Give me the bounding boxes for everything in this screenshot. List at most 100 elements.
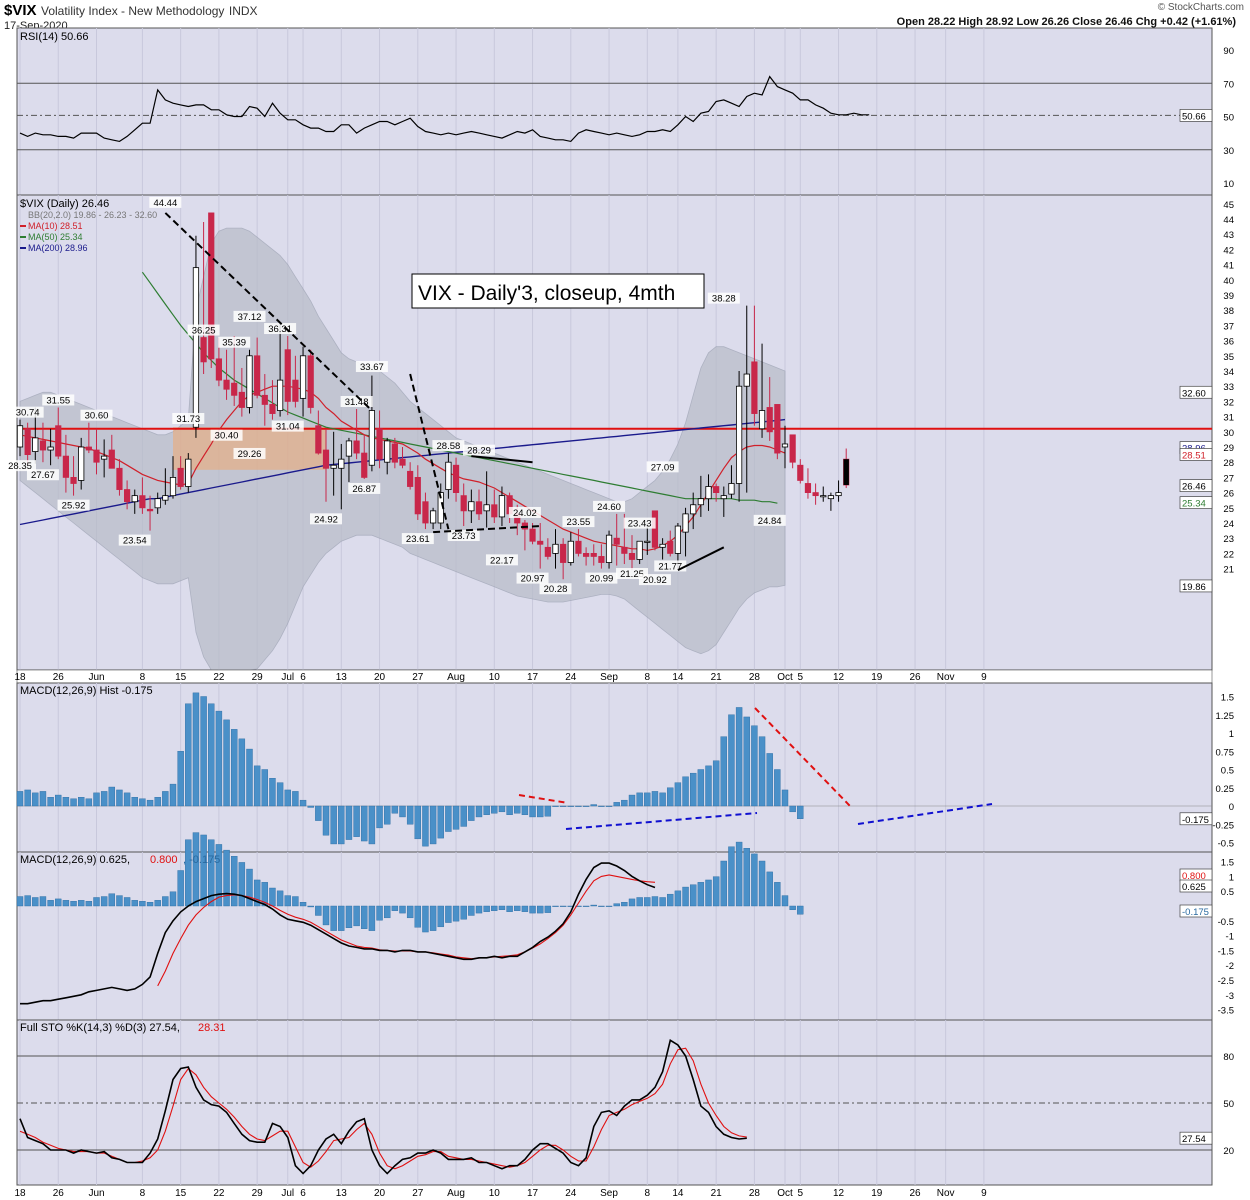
legend-ma200: MA(200) 28.96 bbox=[28, 243, 88, 253]
candle-body bbox=[177, 467, 184, 487]
macd-hist-bar bbox=[537, 805, 544, 818]
price-label-bg bbox=[707, 292, 740, 304]
candle-body bbox=[208, 212, 215, 360]
candle-body bbox=[728, 483, 735, 495]
x-axis-label-mid: 8 bbox=[140, 672, 146, 683]
candle-body bbox=[231, 382, 238, 396]
macd-small-hist-bar bbox=[575, 905, 582, 907]
x-axis-label-bottom: 26 bbox=[53, 1188, 65, 1199]
price-label-bg bbox=[218, 336, 251, 348]
symbol: $VIX bbox=[4, 2, 37, 19]
price-label-bg bbox=[340, 396, 373, 407]
macd-hist-bar bbox=[116, 789, 123, 807]
candle-body bbox=[651, 510, 659, 548]
price-label-bg bbox=[172, 413, 205, 424]
macd-hist-bar bbox=[445, 805, 452, 832]
candle-body bbox=[674, 525, 682, 554]
macd-small-hist-bar bbox=[284, 895, 291, 907]
macd-hist-value-label: -0.175 bbox=[1182, 907, 1209, 918]
x-axis-label-mid: 10 bbox=[489, 672, 501, 683]
price-label-bg bbox=[118, 534, 151, 546]
hist-trend-blue-1 bbox=[565, 812, 758, 830]
candle-body bbox=[338, 458, 345, 469]
price-label-bg bbox=[593, 500, 626, 512]
x-axis-label-bottom: 20 bbox=[374, 1188, 386, 1199]
macd-hist-tick: -0.25 bbox=[1212, 820, 1234, 831]
candle-body bbox=[537, 540, 544, 545]
candle-body bbox=[322, 449, 330, 469]
candle-body bbox=[78, 446, 85, 481]
price-label-bg bbox=[80, 409, 113, 421]
macd-hist-bar bbox=[674, 782, 682, 807]
macd-small-hist-bar bbox=[667, 893, 674, 907]
macd-hist-bar bbox=[361, 805, 368, 842]
macd-hist-bar bbox=[55, 794, 62, 807]
price-tick: 35 bbox=[1223, 352, 1234, 363]
macd-small-hist-bar bbox=[468, 905, 475, 916]
macd-small-hist-bar bbox=[200, 834, 207, 907]
macd-small-hist-bar bbox=[720, 860, 727, 907]
x-axis-label-mid: 27 bbox=[412, 672, 424, 683]
candle-body bbox=[560, 543, 567, 563]
macd-hist-bar bbox=[437, 805, 444, 839]
x-axis-label-mid: 21 bbox=[711, 672, 723, 683]
macd-hist-bar bbox=[24, 789, 31, 807]
macd-hist-bar bbox=[16, 791, 24, 807]
price-label: 38.28 bbox=[712, 294, 736, 305]
macd-hist-bar bbox=[77, 797, 85, 807]
macd-hist-bar bbox=[567, 805, 574, 807]
candle-body bbox=[644, 540, 651, 543]
stoch-title-d: 28.31 bbox=[198, 1022, 226, 1034]
candle-body bbox=[758, 410, 766, 430]
price-label-bg bbox=[623, 517, 656, 529]
macd-hist-bar bbox=[422, 805, 429, 847]
macd-value-label: 0.625 bbox=[1182, 882, 1206, 893]
macd-hist-bar bbox=[468, 805, 475, 821]
price-label-bg bbox=[753, 514, 786, 526]
rsi-tick: 10 bbox=[1223, 179, 1234, 190]
price-label-bg bbox=[463, 444, 495, 456]
trendline-top bbox=[471, 455, 533, 464]
x-axis-label-bottom: 6 bbox=[300, 1188, 306, 1199]
macd-hist-bar bbox=[429, 805, 437, 845]
price-tick: 43 bbox=[1223, 230, 1234, 241]
price-tick: 33 bbox=[1223, 382, 1234, 393]
macd-small-hist-bar bbox=[330, 905, 337, 931]
x-axis-label-bottom: Oct bbox=[777, 1188, 793, 1199]
price-label: 28.58 bbox=[437, 441, 461, 452]
macd-hist-bar bbox=[414, 805, 421, 840]
price-tick: 28 bbox=[1223, 458, 1234, 469]
instrument-name: Volatility Index - New Methodology bbox=[40, 4, 225, 18]
macd-small-hist-bar bbox=[139, 901, 146, 907]
price-right-label: 32.60 bbox=[1182, 388, 1206, 399]
macd-hist-bar bbox=[751, 725, 758, 807]
macd-small-hist-bar bbox=[47, 900, 54, 907]
candle-body bbox=[774, 404, 781, 454]
macd-small-hist-bar bbox=[253, 879, 261, 907]
price-label: 20.92 bbox=[643, 575, 667, 586]
macd-small-hist-bar bbox=[85, 901, 93, 907]
macd-small-hist-bar bbox=[521, 905, 529, 912]
candle-body bbox=[766, 407, 773, 433]
price-label: 28.35 bbox=[8, 461, 32, 472]
macd-tick: -0.5 bbox=[1218, 917, 1234, 928]
macd-small-hist-bar bbox=[376, 905, 383, 921]
macd-small-hist-bar bbox=[475, 905, 483, 914]
macd-hist-tick: 1 bbox=[1229, 729, 1234, 740]
candle-body bbox=[299, 355, 307, 399]
ohlc-readout: Open 28.22 High 28.92 Low 26.26 Close 26… bbox=[896, 16, 1236, 28]
macd-small-hist-bar bbox=[712, 876, 720, 907]
price-label: 20.99 bbox=[590, 574, 614, 585]
price-tick: 40 bbox=[1223, 276, 1234, 287]
candle-body bbox=[605, 534, 613, 563]
price-label: 29.26 bbox=[238, 449, 262, 460]
candle-body bbox=[223, 379, 230, 390]
macd-hist-bar bbox=[743, 716, 750, 807]
price-label-bg bbox=[646, 461, 679, 473]
macd-small-hist-bar bbox=[743, 848, 750, 907]
macd-hist-bar bbox=[139, 798, 146, 807]
macd-small-hist-bar bbox=[644, 897, 651, 907]
price-right-label-box bbox=[1179, 448, 1213, 461]
price-tick: 41 bbox=[1223, 261, 1234, 272]
macd-tick: -3.5 bbox=[1218, 1006, 1234, 1017]
